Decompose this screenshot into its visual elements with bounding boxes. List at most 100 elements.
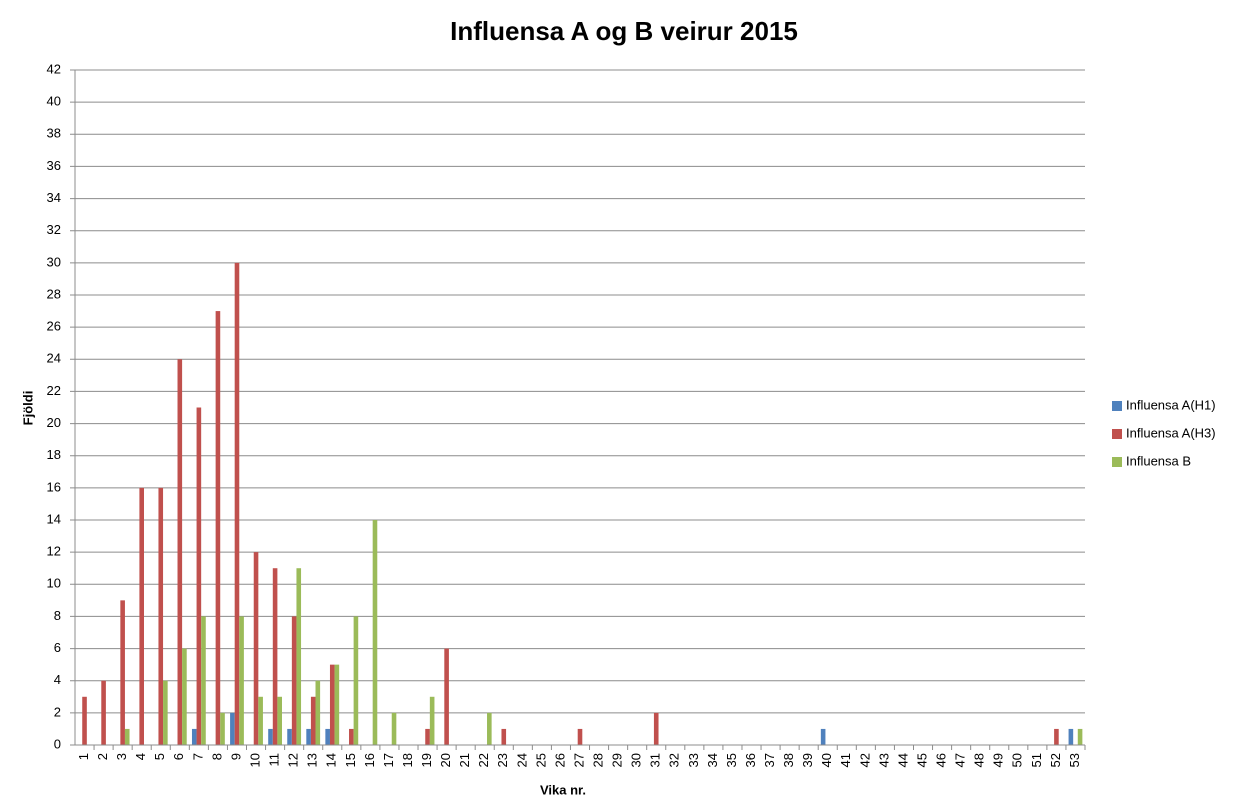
bar — [158, 487, 164, 745]
bar — [253, 552, 259, 745]
bar — [429, 696, 435, 745]
x-tick-label: 12 — [286, 753, 301, 767]
x-tick-label: 1 — [76, 753, 91, 760]
bar — [444, 648, 449, 745]
x-tick-label: 7 — [190, 753, 205, 760]
bar — [577, 728, 583, 745]
x-tick-label: 52 — [1048, 753, 1063, 767]
y-tick-label: 20 — [47, 415, 61, 430]
bar — [820, 728, 826, 745]
y-tick-label: 6 — [54, 640, 61, 655]
bar — [310, 696, 316, 745]
x-tick-label: 16 — [362, 753, 377, 767]
bar — [334, 664, 340, 745]
bar — [325, 728, 330, 745]
bar — [391, 712, 397, 745]
bar — [120, 600, 125, 745]
x-tick-label: 31 — [648, 753, 663, 767]
bar — [306, 728, 311, 745]
bar — [163, 680, 168, 745]
x-tick-label: 15 — [343, 753, 358, 767]
x-tick-label: 3 — [114, 753, 129, 760]
bar — [239, 616, 244, 745]
bar — [1054, 728, 1059, 745]
x-tick-label: 14 — [324, 753, 339, 767]
bar — [196, 407, 202, 745]
x-tick-label: 2 — [95, 753, 110, 760]
x-tick-label: 8 — [209, 753, 224, 760]
y-tick-label: 42 — [47, 61, 61, 76]
x-tick-label: 20 — [438, 753, 453, 767]
bar — [230, 712, 235, 745]
y-tick-label: 28 — [47, 286, 61, 301]
y-tick-label: 30 — [47, 254, 61, 269]
x-tick-label: 5 — [152, 753, 167, 760]
x-tick-label: 19 — [419, 753, 434, 767]
x-tick-label: 25 — [533, 753, 548, 767]
x-tick-label: 29 — [610, 753, 625, 767]
x-tick-label: 22 — [476, 753, 491, 767]
bar — [329, 664, 335, 745]
x-tick-label: 4 — [133, 753, 148, 760]
y-tick-label: 12 — [47, 544, 61, 559]
x-tick-label: 46 — [934, 753, 949, 767]
x-tick-label: 9 — [228, 753, 243, 760]
x-tick-label: 36 — [743, 753, 758, 767]
y-tick-label: 16 — [47, 479, 61, 494]
y-tick-label: 22 — [47, 383, 61, 398]
x-tick-label: 47 — [953, 753, 968, 767]
x-tick-label: 35 — [724, 753, 739, 767]
x-tick-label: 10 — [247, 753, 262, 767]
x-tick-label: 43 — [876, 753, 891, 767]
x-tick-label: 37 — [762, 753, 777, 767]
legend-swatch — [1112, 457, 1122, 467]
y-tick-label: 40 — [47, 94, 61, 109]
bar — [349, 728, 354, 745]
x-tick-label: 42 — [857, 753, 872, 767]
bar — [258, 696, 263, 745]
x-tick-label: 41 — [838, 753, 853, 767]
bar — [1077, 728, 1083, 745]
x-tick-label: 45 — [914, 753, 929, 767]
bar — [487, 712, 492, 745]
bar — [191, 728, 197, 745]
x-tick-label: 28 — [590, 753, 605, 767]
x-tick-label: 32 — [667, 753, 682, 767]
y-tick-label: 32 — [47, 222, 61, 237]
bar — [372, 520, 378, 745]
chart-title: Influensa A og B veirur 2015 — [450, 16, 798, 46]
bar — [277, 696, 282, 745]
bar — [315, 680, 321, 745]
bar — [215, 311, 221, 745]
bar — [234, 262, 240, 745]
x-tick-label: 51 — [1029, 753, 1044, 767]
y-tick-label: 8 — [54, 608, 61, 623]
x-tick-label: 17 — [381, 753, 396, 767]
bar — [501, 728, 507, 745]
bar — [1068, 728, 1074, 745]
y-tick-label: 34 — [47, 190, 61, 205]
legend-label: Influensa A(H3) — [1126, 425, 1216, 440]
bar — [220, 712, 225, 745]
bar — [139, 487, 144, 745]
bar — [653, 712, 659, 745]
bar — [182, 648, 187, 745]
x-tick-label: 53 — [1067, 753, 1082, 767]
bar — [425, 728, 430, 745]
bar — [296, 568, 302, 745]
y-tick-label: 4 — [54, 672, 61, 687]
x-tick-label: 34 — [705, 753, 720, 767]
x-tick-label: 13 — [305, 753, 320, 767]
x-tick-label: 50 — [1010, 753, 1025, 767]
legend-label: Influensa A(H1) — [1126, 397, 1216, 412]
y-tick-label: 18 — [47, 447, 61, 462]
x-tick-label: 30 — [629, 753, 644, 767]
bar — [272, 568, 278, 745]
y-tick-label: 2 — [54, 704, 61, 719]
bar — [177, 359, 183, 745]
bar — [353, 616, 359, 745]
y-tick-label: 14 — [47, 511, 61, 526]
bar — [268, 728, 273, 745]
legend-label: Influensa B — [1126, 453, 1191, 468]
